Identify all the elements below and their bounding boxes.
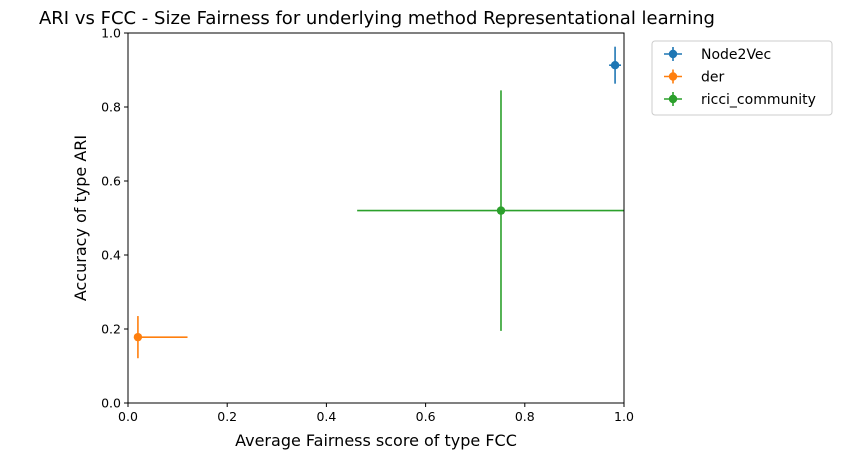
plot-frame — [127, 32, 625, 404]
legend-frame — [651, 40, 833, 116]
legend-label: Node2Vec — [701, 47, 771, 63]
series-ricci-community — [357, 90, 624, 331]
plot-area — [133, 46, 624, 359]
legend-label: der — [701, 70, 725, 86]
legend-marker — [668, 72, 678, 81]
x-tick-label: 0.6 — [416, 409, 436, 424]
legend-item: Node2Vec — [664, 47, 771, 63]
y-tick-label: 0.4 — [101, 248, 121, 263]
y-tick-label: 0.0 — [101, 396, 121, 411]
x-axis-label: Average Fairness score of type FCC — [235, 431, 517, 450]
legend-item: ricci_community — [664, 92, 816, 108]
y-tick-label: 0.6 — [101, 174, 121, 189]
x-tick-label: 0.8 — [515, 409, 535, 424]
data-point — [610, 60, 620, 70]
legend-label: ricci_community — [701, 92, 816, 108]
x-tick-label: 0.2 — [217, 409, 237, 424]
legend-marker — [668, 94, 678, 104]
legend: Node2Vec der ricci_community — [651, 40, 833, 116]
legend-item: der — [664, 69, 725, 86]
y-tick-label: 0.2 — [101, 322, 121, 337]
y-tick-label: 1.0 — [101, 26, 121, 41]
legend-marker — [668, 49, 678, 59]
x-axis-ticks: 0.0 0.2 0.4 0.6 0.8 1.0 — [118, 403, 634, 424]
chart-title: ARI vs FCC - Size Fairness for underlyin… — [39, 8, 715, 29]
x-tick-label: 0.4 — [316, 409, 336, 424]
x-tick-label: 1.0 — [614, 409, 634, 424]
y-axis-ticks: 0.0 0.2 0.4 0.6 0.8 1.0 — [101, 26, 128, 411]
series-Node2Vec — [609, 46, 622, 84]
data-point — [496, 206, 506, 215]
y-axis-label: Accuracy of type ARI — [71, 135, 90, 301]
x-tick-label: 0.0 — [118, 409, 138, 424]
y-tick-label: 0.8 — [101, 100, 121, 115]
series-der — [133, 316, 188, 359]
data-point — [133, 332, 143, 342]
